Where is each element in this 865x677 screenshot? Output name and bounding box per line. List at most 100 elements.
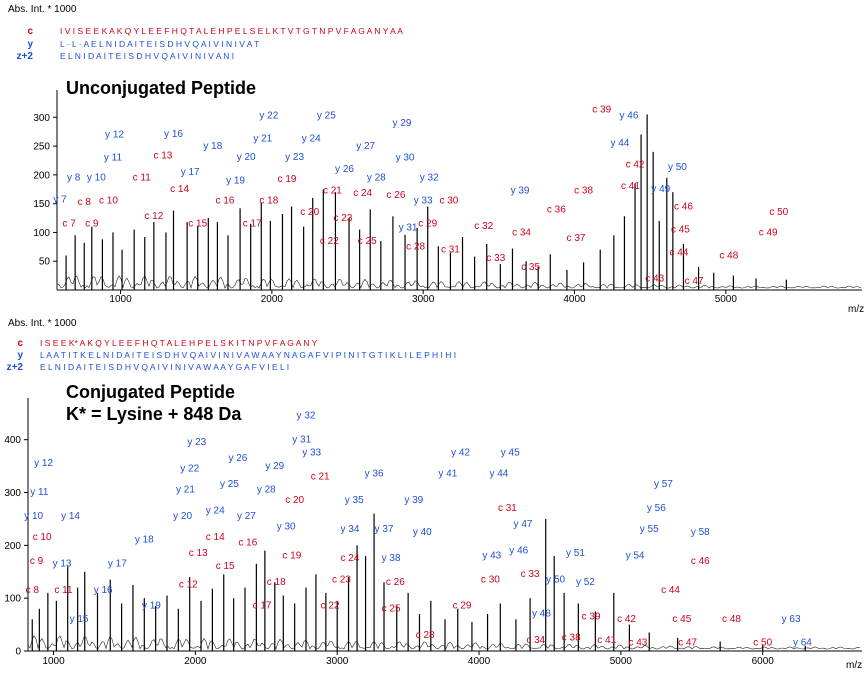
ion-label-y: y 30 bbox=[277, 522, 296, 533]
ion-label-c: c 20 bbox=[300, 207, 319, 218]
ion-label-c: c 33 bbox=[521, 569, 540, 580]
ion-label-y: y 17 bbox=[108, 558, 127, 569]
ion-label-y: y 31 bbox=[399, 223, 418, 234]
ion-label-c: c 48 bbox=[722, 614, 741, 625]
ion-label-y: y 26 bbox=[228, 453, 247, 464]
ion-label-c: c 28 bbox=[406, 242, 425, 253]
ion-label-c: c 25 bbox=[358, 236, 377, 247]
ion-label-c: c 43 bbox=[645, 273, 664, 284]
ion-label-y: y 14 bbox=[61, 511, 80, 522]
ion-label-c: c 12 bbox=[144, 211, 163, 222]
ion-label-y: y 35 bbox=[345, 495, 364, 506]
ion-label-y: y 33 bbox=[414, 196, 433, 207]
ion-label-c: c 11 bbox=[133, 173, 152, 184]
sequence-c-row: I V I S E E K A K Q Y L E E F H Q T A L … bbox=[60, 26, 403, 36]
x-tick-label: 5000 bbox=[610, 656, 633, 667]
y-tick-label: 400 bbox=[4, 435, 21, 446]
ion-label-c: c 7 bbox=[62, 219, 76, 230]
ion-label-y: y 12 bbox=[105, 129, 124, 140]
ion-label-y: y 32 bbox=[297, 411, 316, 422]
ion-label-c: c 30 bbox=[481, 574, 500, 585]
ion-label-y: y 29 bbox=[265, 461, 284, 472]
ion-label-y: y 49 bbox=[651, 184, 670, 195]
ion-label-y: y 16 bbox=[164, 129, 183, 140]
ion-label-c: c 15 bbox=[188, 219, 207, 230]
row-label-y: y bbox=[27, 39, 33, 50]
ion-label-c: c 17 bbox=[243, 219, 262, 230]
ion-label-c: c 26 bbox=[386, 577, 405, 588]
axes: 1000 2000 3000 4000 5000 50 100 150 200 250 300 bbox=[33, 90, 862, 305]
ion-label-c: c 13 bbox=[153, 151, 172, 162]
ion-label-y: y 28 bbox=[367, 173, 386, 184]
baseline-noise bbox=[27, 635, 861, 651]
ion-label-c: c 15 bbox=[216, 561, 235, 572]
panel-subtitle: K* = Lysine + 848 Da bbox=[66, 404, 242, 424]
ion-label-c: c 25 bbox=[382, 603, 401, 614]
ion-label-c: c 10 bbox=[33, 532, 52, 543]
ion-label-c: c 21 bbox=[311, 471, 330, 482]
y-tick-label: 200 bbox=[33, 170, 50, 181]
ion-label-c: c 20 bbox=[285, 495, 304, 506]
ion-label-y: y 43 bbox=[482, 551, 501, 562]
ion-label-y: y 22 bbox=[180, 463, 199, 474]
x-axis-title: m/z bbox=[846, 660, 862, 671]
ion-label-c: c 11 bbox=[54, 585, 73, 596]
y-tick-label: 300 bbox=[33, 113, 50, 124]
ion-label-y: y 46 bbox=[509, 545, 528, 556]
ion-label-c: c 32 bbox=[474, 221, 493, 232]
ion-label-c: c 42 bbox=[617, 614, 636, 625]
ion-label-c: c 31 bbox=[498, 503, 517, 514]
ion-label-c: c 29 bbox=[418, 219, 437, 230]
ion-label-y: y 54 bbox=[626, 551, 645, 562]
ion-label-c: c 35 bbox=[521, 262, 540, 273]
ion-label-y: y 26 bbox=[335, 164, 354, 175]
x-tick-label: 5000 bbox=[715, 294, 738, 305]
ion-label-c: c 9 bbox=[30, 556, 44, 567]
baseline-noise bbox=[56, 275, 862, 290]
ion-label-y: y 39 bbox=[511, 185, 530, 196]
ion-label-y: y 31 bbox=[292, 434, 311, 445]
ion-label-y: y 39 bbox=[404, 495, 423, 506]
ion-label-y: y 10 bbox=[87, 173, 106, 184]
x-tick-label: 1000 bbox=[109, 294, 132, 305]
ion-label-y: y 50 bbox=[668, 162, 687, 173]
ion-label-y: y 34 bbox=[341, 524, 360, 535]
ion-label-y: y 42 bbox=[451, 448, 470, 459]
ion-label-y: y 11 bbox=[30, 487, 49, 498]
ion-label-c: c 39 bbox=[592, 105, 611, 116]
ion-label-y: y 32 bbox=[420, 173, 439, 184]
ion-label-c: c 42 bbox=[626, 159, 645, 170]
ion-label-y: y 36 bbox=[365, 469, 384, 480]
ion-label-c: c 22 bbox=[320, 236, 339, 247]
ion-label-y: y 18 bbox=[203, 141, 222, 152]
sequence-c-row: I S E E K* A K Q Y L E E F H Q T A L E H… bbox=[40, 338, 318, 348]
ion-label-y: y 27 bbox=[237, 511, 256, 522]
ion-label-c: c 41 bbox=[621, 181, 640, 192]
ion-label-c: c 9 bbox=[85, 219, 99, 230]
ion-label-c: c 10 bbox=[99, 196, 118, 207]
ion-label-y: y 20 bbox=[237, 152, 256, 163]
x-tick-label: 4000 bbox=[468, 656, 491, 667]
ion-label-c: c 16 bbox=[216, 196, 235, 207]
ion-label-c: c 19 bbox=[278, 174, 297, 185]
ion-label-y: y 58 bbox=[691, 527, 710, 538]
sequence-y-row: L · L · A E L N I D A I T E I S D H V Q … bbox=[60, 39, 259, 49]
ion-label-y: y 52 bbox=[576, 577, 595, 588]
ion-label-c: c 49 bbox=[759, 227, 778, 238]
ion-label-y: y 33 bbox=[302, 448, 321, 459]
ion-label-y: y 57 bbox=[654, 479, 673, 490]
ion-label-y: y 21 bbox=[253, 133, 272, 144]
ion-labels: c 8 c 9 c 10 y 10 y 11 y 12 c 11 y 13 y 14 y 15 y … bbox=[24, 411, 812, 649]
ion-label-c: c 16 bbox=[238, 537, 257, 548]
panel-unconjugated: Abs. Int. * 1000 c y z+2 I V I S E E K A… bbox=[8, 4, 864, 315]
ion-label-c: c 47 bbox=[678, 638, 697, 649]
ion-label-y: y 16 bbox=[94, 585, 113, 596]
row-label-z2: z+2 bbox=[17, 51, 34, 62]
ion-label-c: c 8 bbox=[78, 197, 92, 208]
sequence-z2-row: E L N I D A I T E I S D H V Q A I V I N … bbox=[40, 362, 289, 372]
y-tick-label: 0 bbox=[15, 647, 21, 658]
ion-label-y: y 46 bbox=[620, 110, 639, 121]
ion-label-y: y 44 bbox=[489, 469, 508, 480]
ion-label-c: c 45 bbox=[671, 224, 690, 235]
